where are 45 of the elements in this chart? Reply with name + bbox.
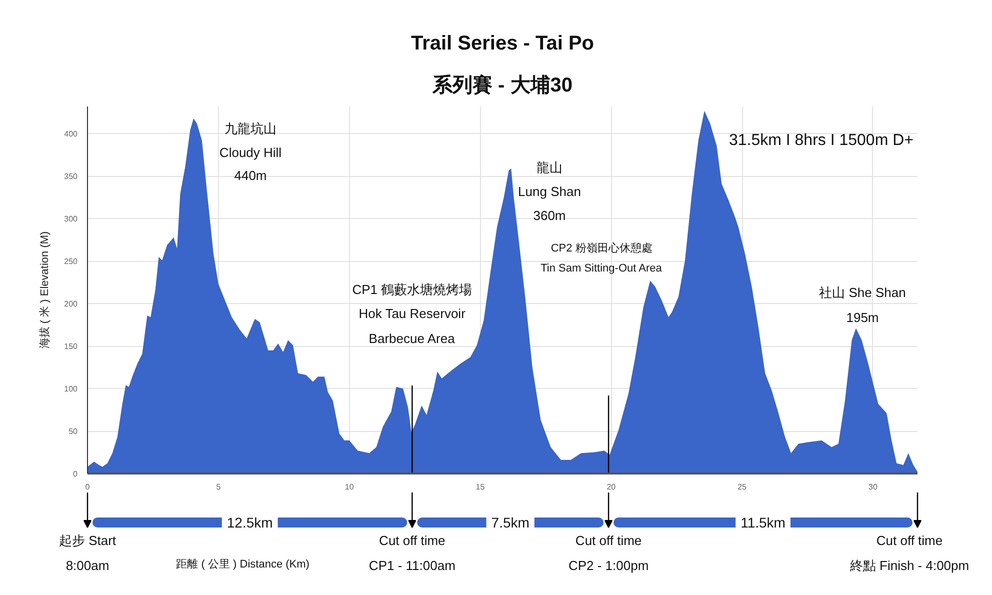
text: CP1 - 11:00am	[368, 558, 456, 573]
x-tick-label: 25	[738, 482, 748, 492]
y-tick-label: 300	[64, 214, 78, 224]
y-tick-label: 0	[73, 470, 78, 478]
y-tick-label: 400	[64, 130, 78, 139]
annotation: Barbecue Area	[368, 331, 456, 346]
annotation: 龍山	[536, 160, 562, 175]
y-tick-label: 50	[68, 427, 78, 436]
chart-title: Trail Series - Tai Po	[410, 32, 594, 54]
text: 12.5km	[226, 514, 273, 530]
annotation: Cloudy Hill	[219, 145, 282, 160]
y-tick-label: 350	[64, 172, 78, 182]
text: 起步 Start	[58, 533, 116, 548]
text: 終點 Finish - 4:00pm	[848, 558, 970, 573]
text: 8:00am	[66, 558, 110, 573]
y-tick-label: 100	[64, 384, 78, 394]
annotation: 九龍坑山	[224, 121, 276, 136]
annotation: Hok Tau Reservoir	[358, 306, 466, 321]
x-tick-label: 20	[606, 482, 616, 492]
y-tick-label: 200	[64, 300, 78, 309]
annotation: 360m	[533, 208, 566, 223]
annotation: Tin Sam Sitting-Out Area	[540, 262, 663, 274]
chart-subtitle: 系列賽 - 大埔30	[431, 74, 573, 96]
y-axis-title: 海拔 ( 米 ) Elevation (M)	[38, 231, 52, 349]
text: 距離 ( 公里 ) Distance (Km)	[176, 558, 310, 570]
annotation: 195m	[846, 310, 879, 325]
text: CP2 - 1:00pm	[568, 558, 649, 573]
text: 7.5km	[491, 514, 530, 530]
y-tick-label: 150	[64, 342, 78, 352]
annotation: CP2 粉嶺田心休憩處	[550, 242, 652, 254]
x-tick-label: 30	[868, 482, 878, 492]
annotation: 31.5km I 8hrs I 1500m D+	[728, 132, 914, 149]
y-tick-label: 250	[64, 257, 78, 266]
text: 11.5km	[740, 514, 786, 530]
x-tick-label: 15	[476, 482, 486, 492]
text: Cut off time	[876, 533, 943, 548]
annotation: Lung Shan	[518, 184, 581, 199]
annotation: 440m	[234, 168, 267, 183]
annotation: CP1 鶴藪水塘燒烤場	[352, 282, 472, 297]
annotation: 社山 She Shan	[819, 285, 906, 300]
x-tick-label: 0	[85, 482, 90, 492]
text: Cut off time	[379, 533, 446, 548]
x-tick-label: 5	[216, 482, 222, 492]
x-tick-label: 10	[344, 482, 354, 492]
text: Cut off time	[575, 533, 642, 548]
